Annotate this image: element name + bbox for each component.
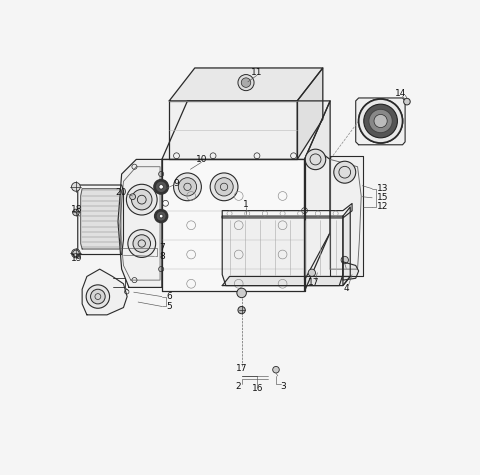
Polygon shape: [222, 276, 350, 285]
Circle shape: [241, 78, 251, 87]
Circle shape: [130, 194, 135, 200]
Circle shape: [86, 285, 109, 308]
Polygon shape: [162, 160, 304, 291]
Text: 20: 20: [115, 188, 127, 197]
Circle shape: [126, 184, 157, 215]
Circle shape: [369, 109, 392, 133]
Circle shape: [128, 229, 156, 257]
Text: 9: 9: [173, 179, 179, 188]
Text: 18: 18: [71, 205, 83, 214]
Text: 16: 16: [252, 383, 264, 392]
Circle shape: [159, 214, 163, 218]
Circle shape: [72, 250, 79, 256]
Circle shape: [364, 104, 397, 138]
Text: 12: 12: [377, 202, 388, 211]
Circle shape: [215, 178, 233, 196]
Circle shape: [237, 288, 246, 298]
Circle shape: [305, 149, 326, 170]
Text: 4: 4: [344, 284, 349, 293]
Circle shape: [72, 249, 80, 258]
Text: 11: 11: [251, 68, 263, 77]
Circle shape: [132, 190, 152, 210]
Polygon shape: [81, 189, 121, 249]
Polygon shape: [169, 68, 323, 101]
Circle shape: [359, 99, 403, 143]
Circle shape: [174, 173, 202, 201]
Text: 15: 15: [377, 193, 388, 202]
Polygon shape: [343, 207, 350, 285]
Circle shape: [238, 75, 254, 91]
Text: 14: 14: [396, 89, 407, 98]
Text: 6: 6: [166, 292, 172, 301]
Circle shape: [308, 269, 315, 276]
Polygon shape: [78, 185, 123, 255]
Circle shape: [159, 185, 163, 189]
Circle shape: [334, 161, 356, 183]
Circle shape: [341, 256, 348, 264]
Polygon shape: [343, 262, 359, 280]
Polygon shape: [169, 101, 297, 160]
Circle shape: [156, 210, 167, 222]
Text: 3: 3: [280, 382, 286, 391]
Text: 5: 5: [166, 302, 172, 311]
Circle shape: [210, 173, 238, 201]
Circle shape: [359, 99, 403, 143]
Text: 10: 10: [196, 155, 207, 164]
Circle shape: [72, 182, 80, 191]
Polygon shape: [222, 216, 343, 285]
Text: 17: 17: [236, 364, 247, 373]
Polygon shape: [162, 101, 330, 160]
Text: 19: 19: [71, 255, 83, 264]
Text: 7: 7: [159, 243, 165, 252]
Polygon shape: [82, 269, 127, 315]
Polygon shape: [330, 156, 363, 276]
Circle shape: [273, 366, 279, 373]
Polygon shape: [118, 160, 162, 287]
Polygon shape: [356, 98, 405, 145]
Circle shape: [374, 114, 387, 128]
Text: 1: 1: [243, 200, 249, 209]
Polygon shape: [304, 150, 330, 280]
Polygon shape: [304, 101, 330, 291]
Circle shape: [155, 180, 168, 193]
Circle shape: [179, 178, 197, 196]
Circle shape: [133, 235, 151, 252]
Text: 17: 17: [308, 278, 319, 287]
Circle shape: [72, 209, 79, 216]
Circle shape: [374, 114, 387, 128]
Circle shape: [91, 289, 105, 304]
Circle shape: [369, 109, 392, 133]
Circle shape: [238, 306, 245, 314]
Text: 13: 13: [377, 184, 388, 193]
Polygon shape: [222, 203, 352, 218]
Circle shape: [364, 104, 397, 138]
Text: 2: 2: [235, 382, 241, 391]
Text: 8: 8: [159, 252, 165, 261]
Polygon shape: [297, 68, 323, 160]
Circle shape: [404, 98, 410, 105]
